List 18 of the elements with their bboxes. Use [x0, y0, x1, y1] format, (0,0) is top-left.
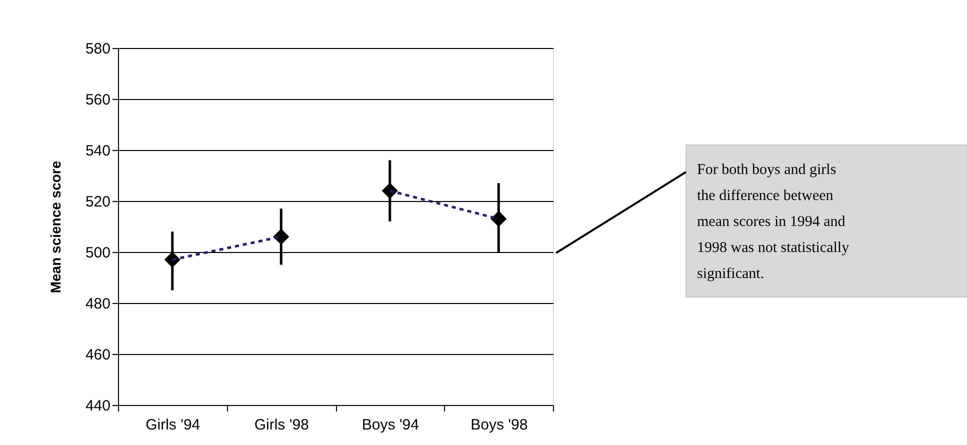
point	[164, 252, 180, 268]
y-tick-label: 500	[85, 244, 110, 262]
y-tick-label: 460	[85, 346, 110, 364]
x-tick-label: Boys '94	[362, 416, 419, 434]
point	[273, 228, 290, 245]
x-tick-label: Boys '98	[470, 416, 528, 434]
text: For both boys and girls the difference between mean scores in 1994 and 1998 was not statistically significant.	[697, 162, 850, 282]
point	[382, 182, 398, 199]
y-tick-label: 580	[85, 40, 110, 58]
x-tick-label: Girls '98	[254, 416, 309, 434]
point	[490, 210, 507, 227]
x-tick-label: Girls '94	[146, 416, 200, 434]
y-tick-label: 480	[85, 296, 110, 312]
y-tick-label: 540	[85, 142, 110, 160]
y-tick-label: 520	[85, 194, 110, 210]
y-axis-title: Mean science score	[47, 160, 64, 294]
y-tick-label: 440	[85, 398, 110, 414]
y-tick-label: 560	[85, 92, 110, 108]
